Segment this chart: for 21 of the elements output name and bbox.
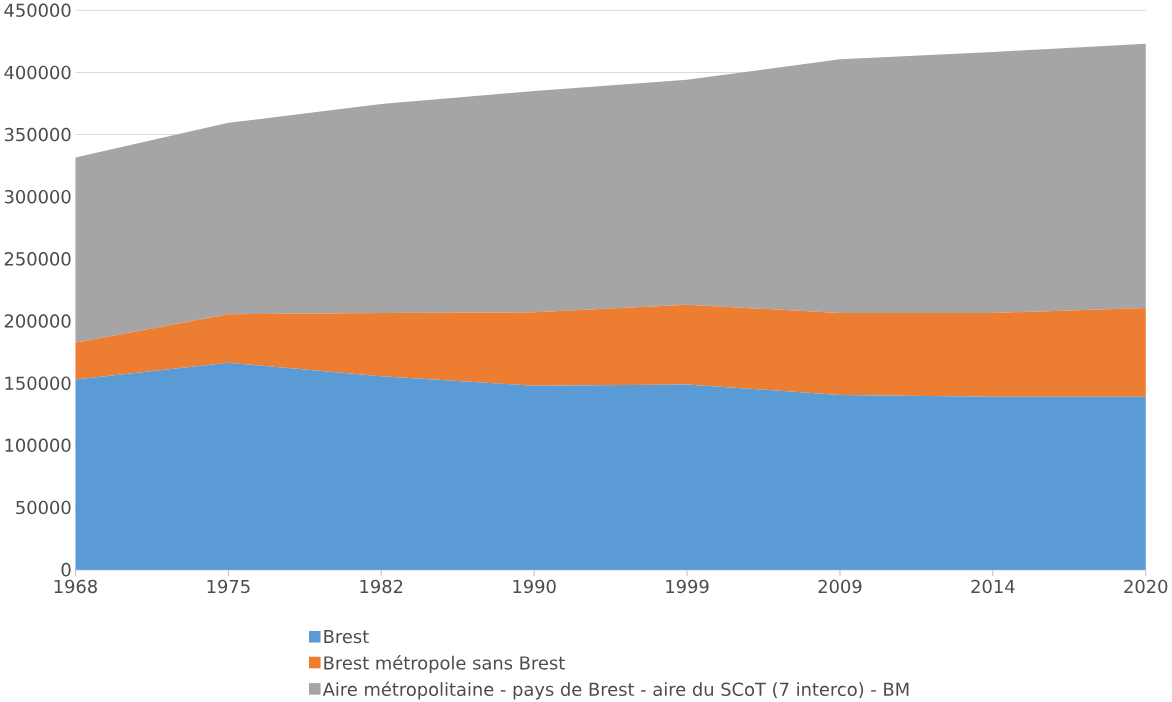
x-tick-label: 1968 xyxy=(54,579,97,594)
legend-label: Brest métropole sans Brest xyxy=(324,655,565,674)
y-tick-label: 50000 xyxy=(16,500,71,515)
x-tick-label: 1999 xyxy=(666,579,709,594)
x-tick-label: 1982 xyxy=(360,579,403,594)
y-tick-label: 350000 xyxy=(4,128,71,142)
y-tick-label: 300000 xyxy=(4,190,71,204)
y-tick-label: 200000 xyxy=(4,314,71,328)
x-tick-label: 2020 xyxy=(1124,579,1168,594)
x-tick-label: 1975 xyxy=(207,579,250,594)
x-tick-label: 2014 xyxy=(971,579,1015,594)
x-tick-label: 1990 xyxy=(513,579,556,594)
y-tick-label: 0 xyxy=(61,563,71,577)
legend-label: Aire métropolitaine - pays de Brest - aire du SCoT (7 interco) - BM xyxy=(322,681,909,700)
y-tick-label: 400000 xyxy=(4,65,71,80)
legend-label: Brest xyxy=(324,630,369,644)
x-tick-label: 2009 xyxy=(818,579,862,594)
y-tick-label: 150000 xyxy=(5,376,71,391)
y-tick-label: 450000 xyxy=(4,3,71,18)
y-tick-label: 100000 xyxy=(5,438,71,453)
y-tick-label: 250000 xyxy=(4,252,71,266)
